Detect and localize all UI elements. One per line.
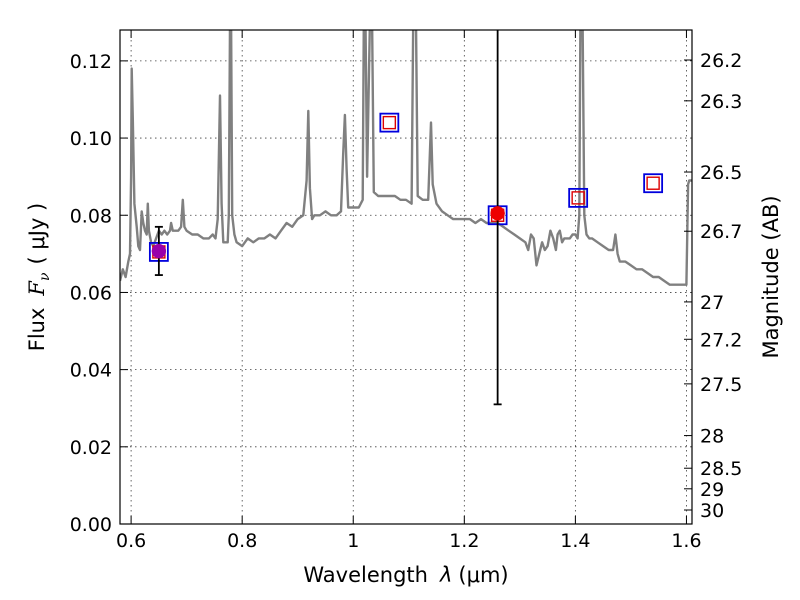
y-tick-label: 0.00 (70, 514, 112, 536)
y2-axis-label: Magnitude (AB) (759, 195, 783, 358)
axes-ticks: 0.6 0.8 1 1.2 1.4 1.6 0.00 0.02 0.04 0.06 0.08 0.10… (70, 30, 742, 552)
model-photometry-inner-square (382, 115, 397, 130)
y2-tick-label: 28.5 (700, 458, 742, 480)
y-tick-label: 0.08 (70, 205, 112, 227)
y2-tick-label: 26.7 (700, 221, 742, 243)
y2-tick-label: 28 (700, 426, 724, 448)
x-tick-label: 0.8 (227, 530, 257, 552)
x-tick-label: 1.6 (671, 530, 701, 552)
model-photometry-square (643, 173, 664, 194)
y-tick-label: 0.12 (70, 51, 112, 73)
y2-tick-label: 26.2 (700, 50, 742, 72)
error-bars (151, 30, 505, 406)
y-tick-label: 0.10 (70, 128, 112, 150)
model-photometry-inner-square (646, 176, 660, 190)
y2-tick-label: 27.2 (700, 329, 742, 351)
y2-tick-label: 26.3 (700, 91, 742, 113)
observed-point (151, 243, 167, 259)
y2-tick-label: 27 (700, 292, 724, 314)
model-spectrum-line (120, 30, 692, 286)
model-photometry-square (379, 112, 400, 133)
y2-tick-label: 30 (700, 500, 724, 522)
x-tick-label: 0.6 (116, 530, 146, 552)
x-axis-label: Wavelength λ (μm) (303, 563, 508, 587)
x-tick-label: 1.4 (560, 530, 590, 552)
y2-tick-label: 29 (700, 479, 724, 501)
model-photometry-square (568, 187, 589, 208)
model-photometry-inner-square (571, 191, 585, 205)
y-tick-label: 0.02 (70, 437, 112, 459)
x-tick-label: 1.2 (449, 530, 479, 552)
y-axis-label: FluxFν( μJy ) (25, 203, 53, 351)
observed-point (490, 206, 505, 221)
grid (120, 30, 692, 524)
y2-tick-label: 26.5 (700, 162, 742, 184)
y2-tick-label: 27.5 (700, 374, 742, 396)
x-tick-label: 1 (347, 530, 359, 552)
plot-area (120, 30, 692, 286)
y-tick-label: 0.06 (70, 282, 112, 304)
plot-frame (119, 29, 693, 525)
y-tick-label: 0.04 (70, 360, 112, 382)
